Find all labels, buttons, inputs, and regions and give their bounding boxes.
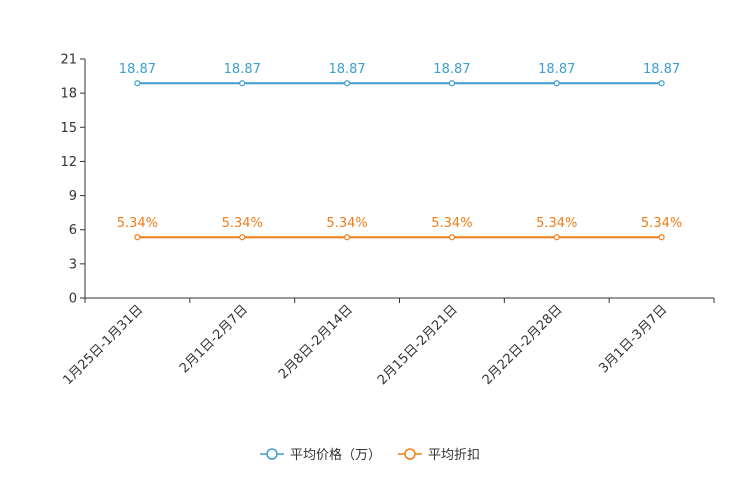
data-label: 5.34% <box>536 216 577 231</box>
y-tick-label: 3 <box>69 257 77 272</box>
x-tick-label: 2月1日-2月7日 <box>177 302 251 376</box>
data-label: 5.34% <box>431 216 472 231</box>
data-label: 18.87 <box>119 62 156 77</box>
data-point <box>343 234 351 241</box>
data-label: 18.87 <box>643 62 680 77</box>
data-point <box>553 234 560 241</box>
data-label: 18.87 <box>224 62 261 77</box>
legend-marker-icon <box>404 448 416 460</box>
data-point <box>134 234 141 241</box>
series-layer: 18.87 18.87 18.87 18.87 18.87 18.875.34% 5.34%… <box>117 62 682 241</box>
data-point <box>134 80 141 87</box>
y-tick-label: 12 <box>60 155 77 170</box>
x-tick-label: 3月1日-3月7日 <box>596 302 670 376</box>
data-label: 18.87 <box>433 62 470 77</box>
x-tick-label: 2月15日-2月21日 <box>375 302 461 388</box>
data-label: 5.34% <box>641 216 682 231</box>
legend-label: 平均折扣 <box>428 448 480 463</box>
legend-item-1: 平均价格（万） <box>260 447 381 463</box>
series-1: 18.87 18.87 18.87 18.87 18.87 18.87 <box>119 62 680 87</box>
y-tick-label: 6 <box>69 223 77 238</box>
y-tick-label: 21 <box>60 53 77 68</box>
x-tick-label: 2月22日-2月28日 <box>480 302 566 388</box>
data-point <box>658 80 665 87</box>
series-2: 5.34% 5.34% 5.34% 5.34% 5.34% 5.34% <box>117 216 682 241</box>
data-point <box>553 80 560 87</box>
legend-label: 平均价格（万） <box>290 447 381 463</box>
data-label: 5.34% <box>117 216 158 231</box>
data-point <box>239 234 246 241</box>
axes: 0 3 6 9 12 15 18 21 1月25日-1月31日 2月1日-2月7日 2月8日-2月1… <box>60 53 715 388</box>
y-tick-label: 18 <box>60 87 77 102</box>
data-point <box>448 234 456 241</box>
x-tick-label: 1月25日-1月31日 <box>60 302 146 388</box>
data-label: 18.87 <box>328 62 365 77</box>
y-tick-label: 9 <box>69 189 77 204</box>
data-point <box>239 80 246 87</box>
data-label: 18.87 <box>538 62 575 77</box>
legend: 平均价格（万） 平均折扣 <box>260 447 480 463</box>
y-tick-label: 15 <box>60 121 77 136</box>
legend-marker-icon <box>266 448 278 460</box>
data-label: 5.34% <box>222 216 263 231</box>
legend-item-2: 平均折扣 <box>398 448 480 463</box>
data-point <box>448 80 456 87</box>
x-tick-label: 2月8日-2月14日 <box>276 302 356 382</box>
data-point <box>343 80 351 87</box>
data-point <box>658 234 665 241</box>
data-label: 5.34% <box>326 216 367 231</box>
y-tick-label: 0 <box>69 292 77 307</box>
